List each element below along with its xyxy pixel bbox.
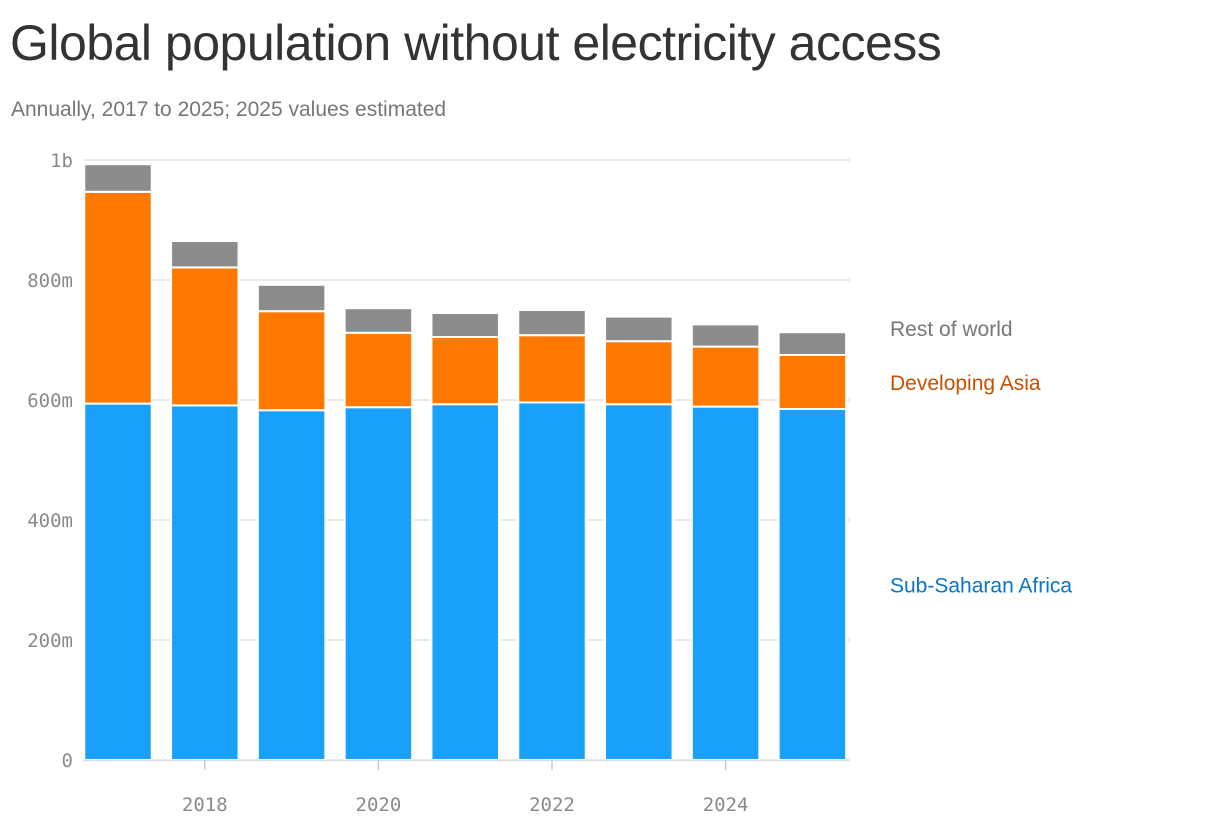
bar-segment-developing-asia <box>343 331 414 409</box>
bar-segment-rest-of-world <box>777 331 848 357</box>
bar-segment-rest-of-world <box>170 240 240 269</box>
x-tick-label: 2018 <box>182 794 228 816</box>
bar-segment-developing-asia <box>83 190 153 405</box>
bar-segment-developing-asia <box>256 310 327 412</box>
bar-stack <box>83 163 153 761</box>
bar-segment-rest-of-world <box>690 323 761 348</box>
y-tick-label: 800m <box>27 270 73 292</box>
bar-segment-rest-of-world <box>517 309 587 337</box>
bar-segment-developing-asia <box>777 354 848 410</box>
bar-segment-developing-asia <box>170 266 240 407</box>
bar-segment-sub-saharan-africa <box>343 406 414 761</box>
bar-segment-developing-asia <box>604 340 674 406</box>
bar-segment-rest-of-world <box>343 307 414 334</box>
legend-label-rest-of-world: Rest of world <box>890 318 1013 341</box>
bar-segment-rest-of-world <box>604 315 674 343</box>
legend: Sub-Saharan Africa Developing Asia Rest of… <box>890 318 1072 598</box>
bar-segment-developing-asia <box>690 345 761 408</box>
y-tick-label: 1b <box>50 150 73 172</box>
bar-segment-sub-saharan-africa <box>170 404 240 761</box>
x-tick-label: 2022 <box>529 794 575 816</box>
bar-stack <box>343 307 414 761</box>
bar-stack <box>604 315 674 761</box>
bar-segment-developing-asia <box>430 336 500 406</box>
bar-segment-sub-saharan-africa <box>690 405 761 761</box>
bar-segment-sub-saharan-africa <box>777 408 848 761</box>
y-tick-label: 200m <box>27 630 73 652</box>
bar-stack <box>256 283 327 761</box>
bar-segment-sub-saharan-africa <box>256 409 327 761</box>
x-tick-label: 2024 <box>703 794 749 816</box>
y-axis: 0 200m 400m 600m 800m 1b <box>27 150 73 772</box>
bar-segment-developing-asia <box>517 334 587 404</box>
y-tick-label: 0 <box>62 750 73 772</box>
y-tick-label: 400m <box>27 510 73 532</box>
x-tick-label: 2020 <box>356 794 402 816</box>
legend-label-sub-saharan-africa: Sub-Saharan Africa <box>890 575 1072 598</box>
bar-segment-sub-saharan-africa <box>83 402 153 761</box>
legend-label-developing-asia: Developing Asia <box>890 372 1041 395</box>
bar-stack <box>517 309 587 761</box>
bar-segment-rest-of-world <box>430 312 500 338</box>
x-axis: 2018 2020 2022 2024 <box>83 759 850 816</box>
chart-subtitle: Annually, 2017 to 2025; 2025 values esti… <box>11 98 447 121</box>
bar-stack <box>170 240 240 761</box>
bar-stack <box>777 331 848 761</box>
bar-stack <box>430 312 500 761</box>
chart-title: Global population without electricity ac… <box>10 15 942 71</box>
bar-segment-sub-saharan-africa <box>604 403 674 761</box>
bar-stack <box>690 323 761 761</box>
bar-segment-rest-of-world <box>256 283 327 313</box>
y-tick-label: 600m <box>27 390 73 412</box>
bar-segment-rest-of-world <box>83 163 153 193</box>
bar-segment-sub-saharan-africa <box>430 403 500 761</box>
bars <box>83 163 848 761</box>
bar-segment-sub-saharan-africa <box>517 401 587 761</box>
